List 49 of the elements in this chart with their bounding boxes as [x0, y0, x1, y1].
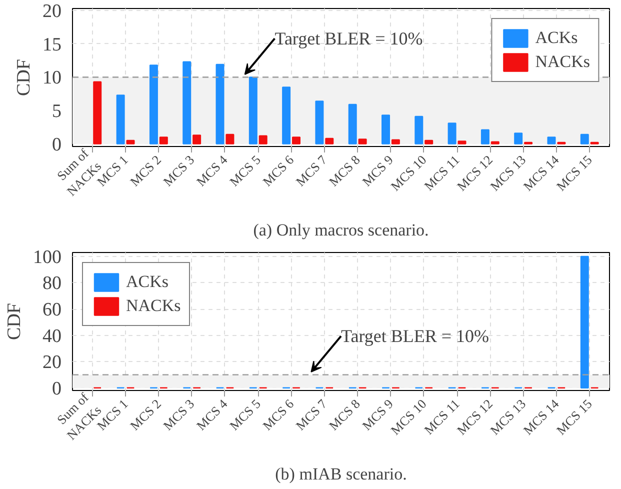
bar [490, 141, 500, 144]
y-tick-label: 0 [52, 134, 62, 156]
bar [149, 64, 158, 144]
bar [348, 104, 357, 144]
y-tick-label: 15 [42, 34, 62, 56]
bar [382, 114, 390, 144]
text: (a) Only macros scenario. [253, 220, 429, 240]
y-tick-label: 100 [33, 246, 62, 268]
y-axis-title: CDF [14, 59, 34, 96]
legend-label: ACKs [126, 272, 169, 292]
y-tick-label: 20 [42, 352, 62, 374]
bar [192, 134, 202, 144]
y-tick-label: 5 [52, 101, 62, 122]
bar [325, 138, 334, 144]
bar [315, 100, 324, 144]
y-tick-label: 10 [42, 68, 62, 89]
bar [93, 81, 102, 144]
y-tick-label: 80 [42, 273, 62, 294]
y-axis-title: CDF [4, 303, 25, 340]
bar [580, 134, 589, 144]
bar [216, 64, 224, 144]
bar [226, 134, 234, 144]
bar [391, 139, 400, 144]
bar [424, 140, 434, 144]
text: (b) mIAB scenario. [275, 464, 407, 484]
bar [282, 86, 291, 144]
legend-label: ACKs [535, 28, 578, 48]
bar [116, 94, 125, 144]
bar [248, 76, 258, 144]
annotation: Target BLER = 10% [274, 28, 423, 49]
bar [448, 122, 456, 144]
bar [414, 116, 424, 144]
bar [480, 129, 490, 144]
bar [258, 135, 268, 144]
bar [182, 61, 192, 144]
bar [458, 140, 466, 144]
annotation: Target BLER = 10% [341, 326, 490, 346]
bar [126, 140, 135, 144]
bar [514, 132, 523, 144]
bar [547, 136, 556, 144]
legend-label: NACKs [126, 296, 181, 316]
y-tick-label: 0 [52, 378, 62, 400]
y-tick-label: 40 [42, 326, 62, 347]
legend-label: NACKs [535, 52, 590, 72]
bar [358, 138, 367, 144]
y-tick-label: 60 [42, 300, 62, 321]
y-tick-label: 20 [42, 1, 62, 22]
bar [292, 136, 300, 144]
bar [159, 136, 168, 144]
